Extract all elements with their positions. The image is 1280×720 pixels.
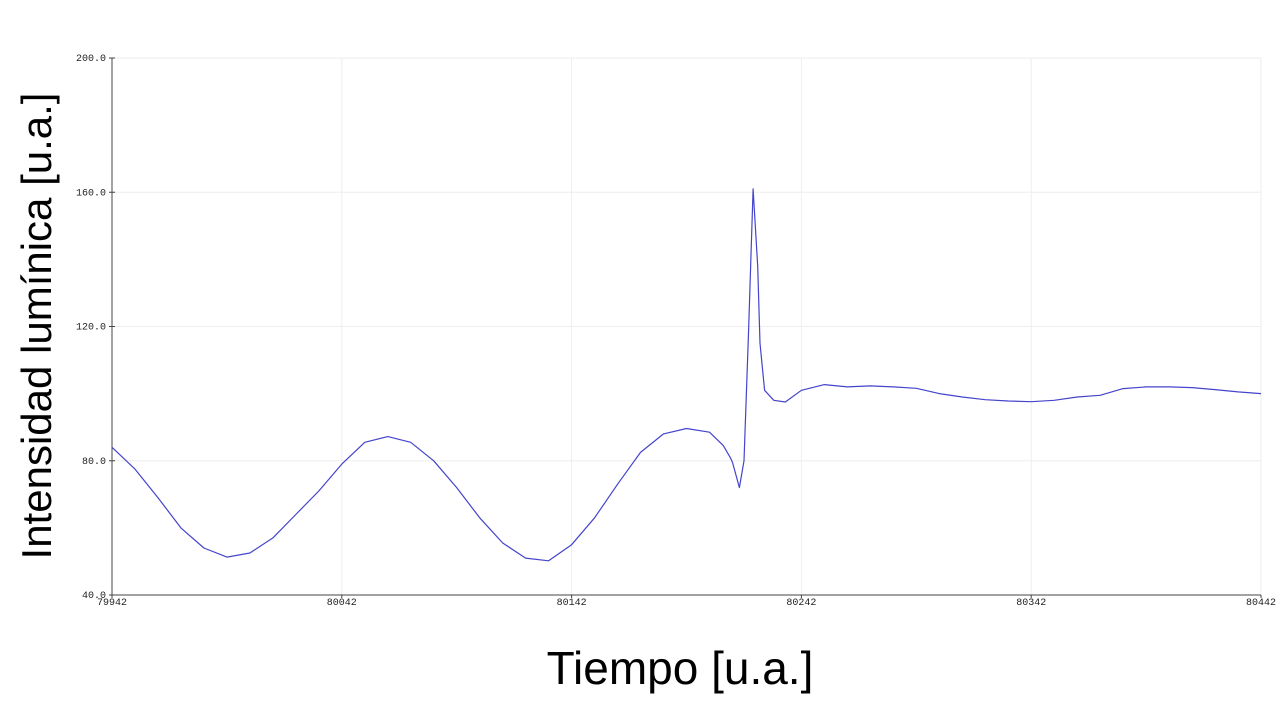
y-axis-label: Intensidad lumínica [u.a.] (13, 93, 60, 560)
y-tick-label: 160.0 (76, 188, 106, 199)
y-tick-label: 200.0 (76, 54, 106, 65)
x-axis-label: Tiempo [u.a.] (547, 642, 814, 694)
x-ticks: 79942 80042 80142 80242 80342 80442 (97, 595, 1276, 609)
grid (111, 57, 1262, 596)
y-tick-label: 40.0 (82, 591, 106, 602)
x-tick-label: 80442 (1246, 598, 1276, 609)
y-tick-label: 120.0 (76, 323, 106, 334)
y-ticks: 40.0 80.0 120.0 160.0 200.0 (76, 54, 115, 602)
x-tick-label: 79942 (97, 598, 127, 609)
y-tick-label: 80.0 (82, 457, 106, 468)
x-tick-label: 80242 (786, 598, 816, 609)
x-tick-label: 80142 (557, 598, 587, 609)
series (111, 188, 1262, 562)
x-tick-label: 80042 (327, 598, 357, 609)
series-line (111, 188, 1262, 562)
x-tick-label: 80342 (1016, 598, 1046, 609)
